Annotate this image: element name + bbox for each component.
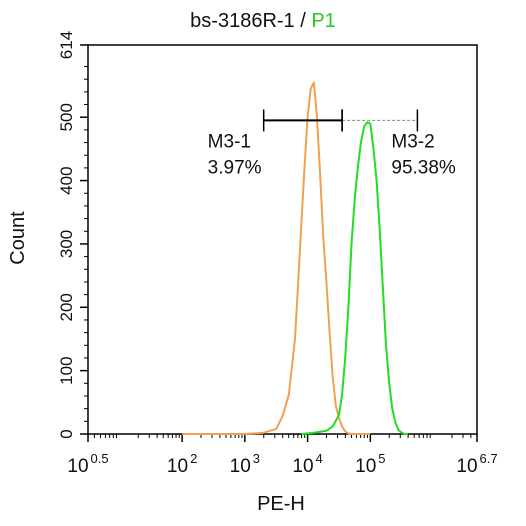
x-tick-label-base: 10	[456, 456, 477, 477]
x-tick-label-base: 10	[292, 456, 313, 477]
x-tick-label: 10 4	[292, 451, 322, 477]
y-tick-label: 0	[57, 429, 76, 438]
y-tick-label: 500	[57, 103, 76, 131]
x-tick-label-exponent: 5	[378, 451, 385, 466]
histogram-series-1	[182, 81, 371, 435]
x-tick-label-base: 10	[230, 456, 251, 477]
x-tick-label: 10 5	[355, 451, 385, 477]
x-tick-label: 10 3	[230, 451, 260, 477]
gate-percent: 95.38%	[391, 157, 456, 178]
x-tick-label-exponent: 4	[316, 451, 323, 466]
y-tick-label: 400	[57, 166, 76, 194]
x-tick-label-base: 10	[67, 456, 88, 477]
x-tick-label-exponent: 6.7	[480, 451, 498, 466]
x-tick-label-base: 10	[167, 456, 188, 477]
x-tick-label-exponent: 3	[253, 451, 260, 466]
plot-frame	[87, 44, 478, 435]
y-tick-label: 100	[57, 356, 76, 384]
gate-percent: 3.97%	[208, 157, 262, 178]
x-tick-label-base: 10	[355, 456, 376, 477]
histogram-series-2	[301, 121, 408, 435]
y-tick-label: 300	[57, 230, 76, 258]
x-tick-label: 10 0.5	[67, 451, 108, 477]
y-axis-label: Count	[7, 211, 29, 265]
gate-label: M3-2	[391, 131, 434, 152]
chart-title: bs-3186R-1 / P1	[190, 10, 336, 32]
x-axis-label: PE-H	[257, 493, 305, 515]
x-tick-label: 10 6.7	[456, 451, 497, 477]
y-tick-label: 200	[57, 293, 76, 321]
y-tick-label: 614	[57, 31, 76, 59]
chart-title-highlight: P1	[311, 10, 335, 32]
x-tick-label-exponent: 2	[190, 451, 197, 466]
chart-title-prefix: bs-3186R-1 /	[190, 10, 311, 32]
gate-label: M3-1	[208, 131, 251, 152]
x-tick-label: 10 2	[167, 451, 197, 477]
x-tick-label-exponent: 0.5	[91, 451, 109, 466]
